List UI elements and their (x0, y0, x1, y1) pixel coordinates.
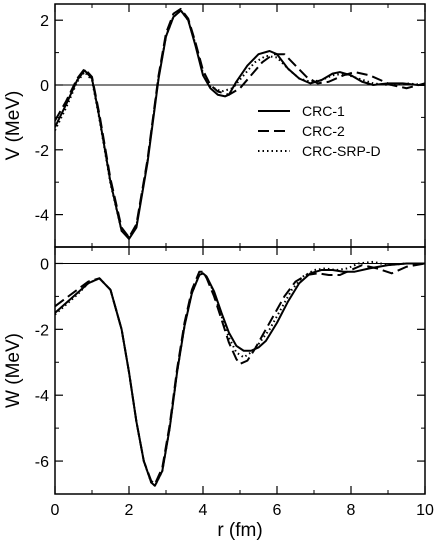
x-tick-label: 0 (51, 502, 60, 519)
y-tick-label-v: -2 (35, 143, 49, 160)
y-tick-label-v: 2 (40, 13, 49, 30)
y-axis-label-w: W (MeV) (3, 333, 24, 408)
legend-label-crc-1: CRC-1 (302, 103, 345, 119)
x-tick-label: 4 (199, 502, 208, 519)
legend-label-crc-srp-d: CRC-SRP-D (302, 143, 381, 159)
series-w-crc-2 (55, 262, 425, 486)
x-tick-label: 2 (125, 502, 134, 519)
y-tick-label-w: -2 (35, 322, 49, 339)
series-w-crc-srp-d (55, 260, 425, 487)
x-tick-label: 6 (273, 502, 282, 519)
panel-v: -4 -2 0 2 V (MeV) (3, 3, 426, 248)
y-tick-label-w: -4 (35, 388, 49, 405)
y-tick-label-v: 0 (40, 78, 49, 95)
legend-label-crc-2: CRC-2 (302, 123, 345, 139)
series-v-crc-2 (55, 7, 425, 239)
x-tick-label: 8 (347, 502, 356, 519)
series-v-crc-srp-d (55, 9, 425, 239)
y-tick-label-w: 0 (40, 256, 49, 273)
y-tick-label-w: -6 (35, 454, 49, 471)
series-v-crc-1 (55, 9, 425, 240)
plot-frame-w (54, 246, 426, 495)
x-axis-label: r (fm) (217, 520, 262, 541)
plot-frame-v (54, 3, 426, 248)
panel-w: -6 -4 -2 0 0 2 4 6 8 10 W (MeV) (3, 246, 434, 519)
y-axis-label-v: V (MeV) (3, 91, 24, 161)
x-tick-label: 10 (416, 502, 434, 519)
series-w-crc-1 (55, 262, 425, 487)
y-tick-label-v: -4 (35, 208, 49, 225)
legend: CRC-1 CRC-2 CRC-SRP-D (258, 103, 381, 159)
